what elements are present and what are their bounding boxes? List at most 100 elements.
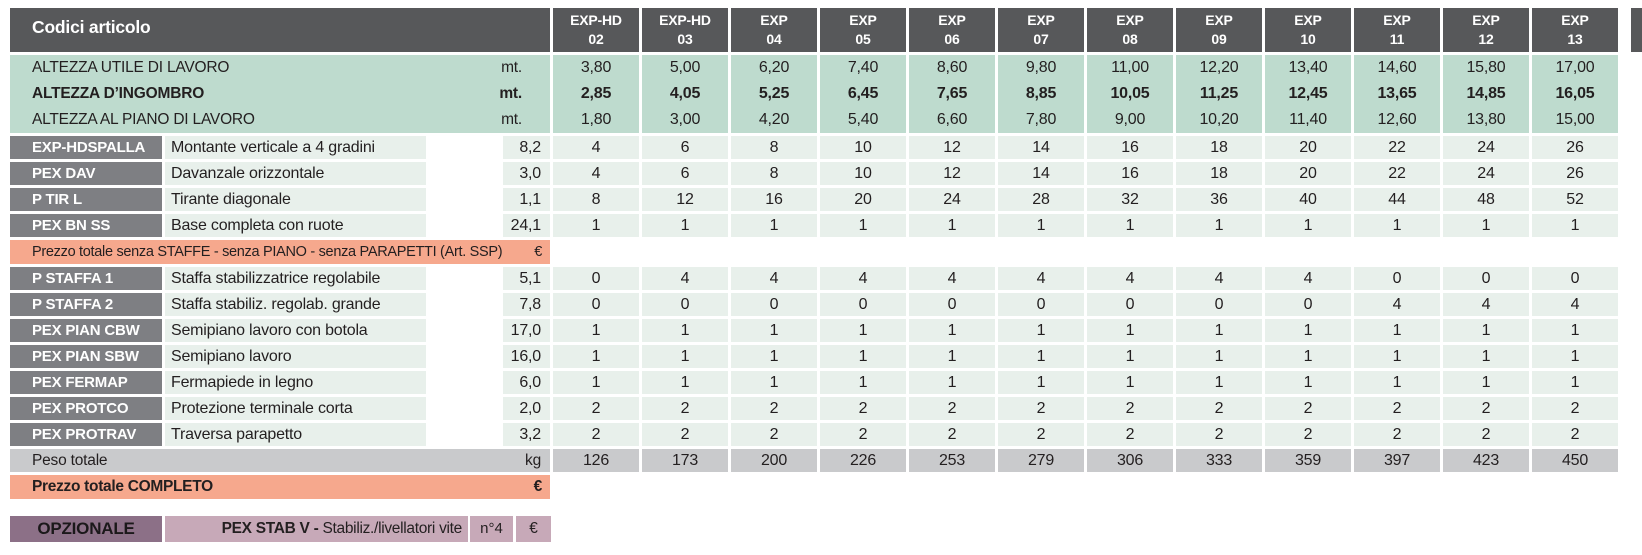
spacer-cell — [429, 371, 500, 394]
empty-cell — [731, 240, 817, 264]
quantity-cell: 2 — [1176, 397, 1262, 420]
column-header-line2: 09 — [1211, 31, 1227, 47]
component-row: P STAFFA 2 Staffa stabiliz. regolab. gran… — [10, 293, 1618, 316]
component-code: P STAFFA 2 — [10, 293, 162, 316]
height-value: 3,80 — [580, 59, 612, 76]
empty-cell — [1354, 240, 1440, 264]
column-header-line2: 10 — [1300, 31, 1316, 47]
quantity-cell: 2 — [998, 423, 1084, 446]
quantity-cell: 0 — [553, 267, 639, 290]
weight-total-row: Peso totale kg 126 173 200 226 253 279 306 333 359… — [10, 449, 1618, 472]
empty-cell — [1176, 240, 1262, 264]
height-value: 15,80 — [1466, 59, 1506, 76]
column-header-line1: EXP — [849, 12, 877, 29]
component-code: EXP-HDSPALLA — [10, 136, 162, 159]
empty-cell — [909, 240, 995, 264]
quantity-cell: 18 — [1176, 162, 1262, 185]
quantity-cell: 1 — [1532, 214, 1618, 237]
column-header-line1: EXP — [1116, 12, 1144, 29]
quantity-cell: 1 — [553, 319, 639, 342]
height-values-cell: 3,80 2,85 1,80 — [553, 55, 639, 133]
column-header-06: EXP 06 — [909, 8, 995, 52]
quantity-cell: 4 — [909, 267, 995, 290]
height-value: 11,40 — [1289, 111, 1327, 128]
component-code: PEX BN SS — [10, 214, 162, 237]
quantity-cell: 1 — [820, 214, 906, 237]
quantity-cell: 14 — [998, 136, 1084, 159]
quantity-cell: 4 — [1443, 293, 1529, 316]
quantity-cell: 1 — [1532, 345, 1618, 368]
quantity-cell: 2 — [1354, 423, 1440, 446]
height-row-label: ALTEZZA AL PIANO DI LAVORO — [32, 111, 255, 128]
quantity-cell: 1 — [909, 214, 995, 237]
component-weight: 17,0 — [503, 319, 550, 342]
weight-total-value: 423 — [1443, 449, 1529, 472]
quantity-cell: 1 — [1265, 345, 1351, 368]
empty-cell — [820, 240, 906, 264]
quantity-cell: 28 — [998, 188, 1084, 211]
weight-total-value: 173 — [642, 449, 728, 472]
subtotal-row: Prezzo totale senza STAFFE - senza PIANO… — [10, 240, 1618, 264]
component-weight: 3,2 — [503, 423, 550, 446]
weight-total-value: 397 — [1354, 449, 1440, 472]
height-value: 15,00 — [1555, 111, 1595, 128]
height-labels-cell: ALTEZZA UTILE DI LAVORO mt. ALTEZZA D’INGO… — [10, 55, 550, 133]
quantity-cell: 1 — [1443, 371, 1529, 394]
height-values-cell: 11,00 10,05 9,00 — [1087, 55, 1173, 133]
unit-label: mt. — [499, 85, 522, 102]
quantity-cell: 6 — [642, 136, 728, 159]
height-values-cell: 9,80 8,85 7,80 — [998, 55, 1084, 133]
quantity-cell: 1 — [909, 371, 995, 394]
empty-cell — [1087, 475, 1173, 499]
weight-total-value: 359 — [1265, 449, 1351, 472]
component-weight: 3,0 — [503, 162, 550, 185]
optional-description: PEX STAB V - Stabiliz./livellatori vite — [165, 516, 468, 542]
column-header-12: EXP 12 — [1443, 8, 1529, 52]
height-value: 13,40 — [1288, 59, 1328, 76]
quantity-cell: 2 — [1443, 423, 1529, 446]
height-values-cell: 17,00 16,05 15,00 — [1532, 55, 1618, 133]
quantity-cell: 1 — [731, 345, 817, 368]
quantity-cell: 2 — [553, 423, 639, 446]
column-header-11: EXP 11 — [1354, 8, 1440, 52]
quantity-cell: 2 — [909, 397, 995, 420]
column-header-line1: EXP — [938, 12, 966, 29]
euro-sign: € — [516, 516, 551, 542]
component-description: Davanzale orizzontale — [165, 162, 426, 185]
column-header-line2: 13 — [1567, 31, 1583, 47]
quantity-cell: 1 — [820, 371, 906, 394]
height-value: 6,60 — [936, 111, 968, 128]
quantity-cell: 24 — [1443, 162, 1529, 185]
quantity-cell: 12 — [909, 136, 995, 159]
spacer-cell — [429, 397, 500, 420]
weight-total-label-cell: Peso totale kg — [10, 449, 550, 472]
unit-label: mt. — [501, 111, 522, 128]
component-weight: 7,8 — [503, 293, 550, 316]
height-value: 5,00 — [669, 59, 701, 76]
weight-total-line: Peso totale kg — [10, 452, 550, 470]
quantity-cell: 1 — [1354, 319, 1440, 342]
quantity-cell: 2 — [909, 423, 995, 446]
quantity-cell: 1 — [1265, 214, 1351, 237]
component-row: PEX DAV Davanzale orizzontale 3,0 4 6 8 10 12 14… — [10, 162, 1618, 185]
quantity-cell: 10 — [820, 162, 906, 185]
subtotal-row-cell: Prezzo totale senza STAFFE - senza PIANO… — [10, 240, 550, 264]
height-value: 12,45 — [1288, 85, 1328, 102]
spacer-cell — [429, 293, 500, 316]
cropped-next-column-sliver — [1631, 8, 1642, 52]
height-value: 11,00 — [1111, 59, 1149, 76]
empty-cell — [909, 475, 995, 499]
height-value: 4,05 — [669, 85, 701, 102]
quantity-cell: 1 — [1176, 214, 1262, 237]
weight-total-value: 126 — [553, 449, 639, 472]
quantity-cell: 1 — [1532, 371, 1618, 394]
quantity-cell: 12 — [909, 162, 995, 185]
quantity-cell: 1 — [998, 214, 1084, 237]
height-values-cell: 14,60 13,65 12,60 — [1354, 55, 1440, 133]
column-header-09: EXP 09 — [1176, 8, 1262, 52]
quantity-cell: 0 — [998, 293, 1084, 316]
component-code: PEX PROTCO — [10, 397, 162, 420]
quantity-cell: 0 — [642, 293, 728, 316]
column-header-line2: 08 — [1122, 31, 1138, 47]
column-header-line1: EXP — [1027, 12, 1055, 29]
